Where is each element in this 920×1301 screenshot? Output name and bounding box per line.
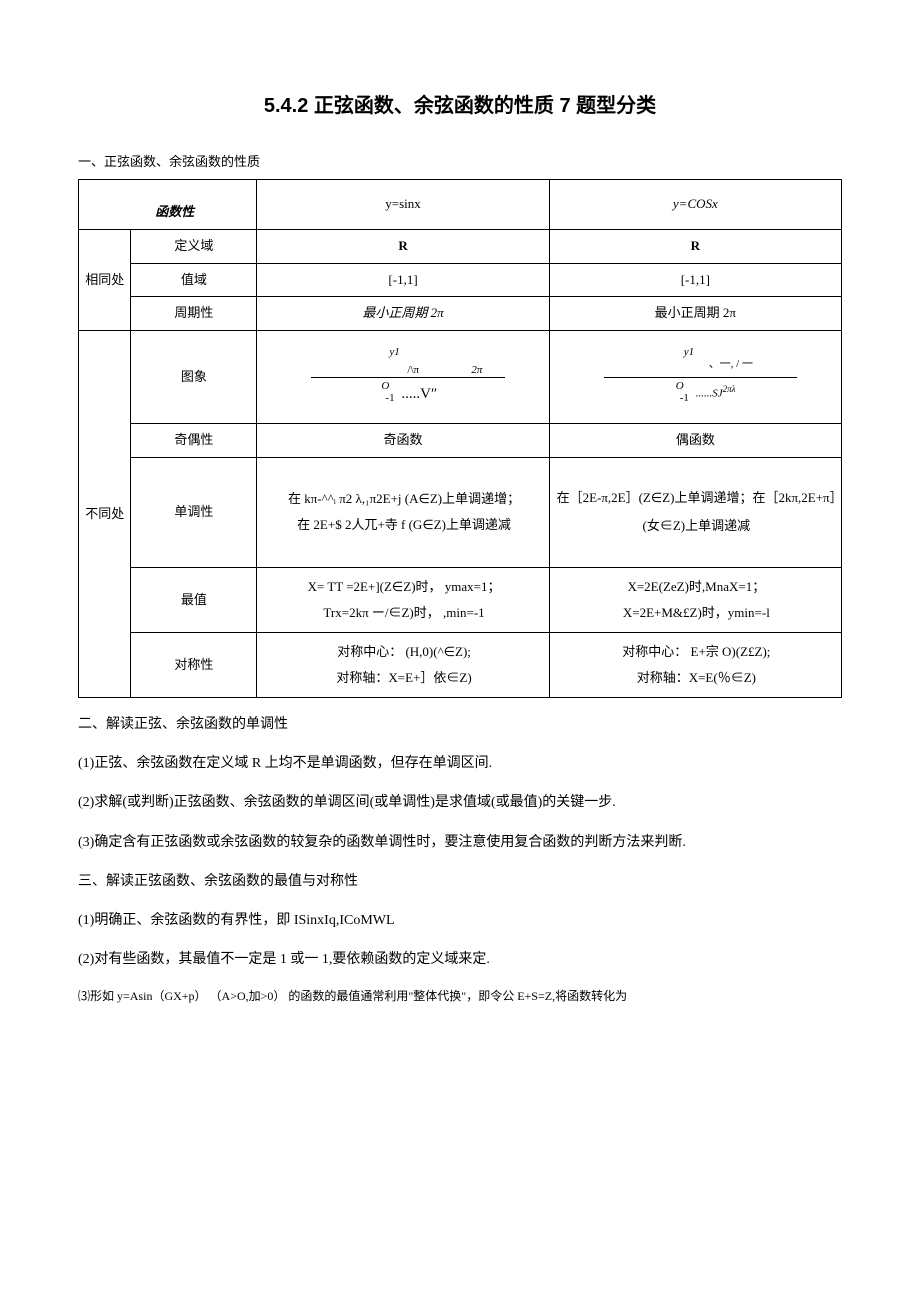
properties-table: 函数性 y=sinx y=COSx 相同处 定义域 R R 值域 [-1,1] …: [78, 179, 842, 698]
section-2-heading: 二、解读正弦、余弦函数的单调性: [78, 712, 842, 737]
table-row: 不同处 图象 y1 /\π 2π O -1 .....V″ y1 、一, / 一…: [79, 331, 842, 424]
table-row: 相同处 定义域 R R: [79, 229, 842, 263]
table-row: 对称性 对称中心： (H,0)(^∈Z); 对称轴：X=E+］依∈Z) 对称中心…: [79, 632, 842, 697]
row-period-sin: 最小正周期 2π: [257, 297, 549, 331]
row-max-label: 最值: [131, 567, 257, 632]
table-row: 最值 X= TT =2E+](Z∈Z)时， ymax=1； Trx=2kπ ー/…: [79, 567, 842, 632]
table-row: 奇偶性 奇函数 偶函数: [79, 424, 842, 458]
row-max-sin: X= TT =2E+](Z∈Z)时， ymax=1； Trx=2kπ ー/∈Z)…: [257, 567, 549, 632]
row-period-cos: 最小正周期 2π: [549, 297, 841, 331]
row-domain-cos: R: [549, 229, 841, 263]
page-title: 5.4.2 正弦函数、余弦函数的性质 7 题型分类: [78, 90, 842, 122]
paragraph-1: (1)正弦、余弦函数在定义域 R 上均不是单调函数，但存在单调区间.: [78, 751, 842, 776]
cos-y-label: y1: [684, 347, 694, 358]
sin-2pi-label: 2π: [471, 365, 482, 376]
section-3-heading: 三、解读正弦函数、余弦函数的最值与对称性: [78, 869, 842, 894]
table-row: 周期性 最小正周期 2π 最小正周期 2π: [79, 297, 842, 331]
row-mono-sin: 在 kπ-^^ᵢ π2 λ,₁π2E+j (A∈Z)上单调递增； 在 2E+$ …: [257, 457, 549, 567]
row-domain-sin: R: [257, 229, 549, 263]
cos-x-axis: [604, 377, 797, 378]
sin-y-label: y1: [389, 347, 399, 358]
row-sym-label: 对称性: [131, 632, 257, 697]
group-diff: 不同处: [79, 331, 131, 698]
table-row: 值域 [-1,1] [-1,1]: [79, 263, 842, 297]
row-sym-sin: 对称中心： (H,0)(^∈Z); 对称轴：X=E+］依∈Z): [257, 632, 549, 697]
row-parity-label: 奇偶性: [131, 424, 257, 458]
cos-neg1: -1: [680, 393, 689, 404]
row-period-label: 周期性: [131, 297, 257, 331]
row-graph-label: 图象: [131, 331, 257, 424]
paragraph-3: (3)确定含有正弦函数或余弦函数的较复杂的函数单调性时，要注意使用复合函数的判断…: [78, 830, 842, 855]
header-function-label: 函数性: [79, 179, 257, 229]
sin-neg1: -1: [385, 393, 394, 404]
paragraph-4: (1)明确正、余弦函数的有界性，即 ISinxIq,ICoMWL: [78, 908, 842, 933]
row-range-label: 值域: [131, 263, 257, 297]
table-row: 单调性 在 kπ-^^ᵢ π2 λ,₁π2E+j (A∈Z)上单调递增； 在 2…: [79, 457, 842, 567]
row-domain-label: 定义域: [131, 229, 257, 263]
header-cosx: y=COSx: [549, 179, 841, 229]
row-range-cos: [-1,1]: [549, 263, 841, 297]
row-sym-cos: 对称中心： E+宗 O)(Z£Z); 对称轴：X=E(％∈Z): [549, 632, 841, 697]
graph-sin-cell: y1 /\π 2π O -1 .....V″: [257, 331, 549, 424]
table-row: 函数性 y=sinx y=COSx: [79, 179, 842, 229]
paragraph-2: (2)求解(或判断)正弦函数、余弦函数的单调区间(或单调性)是求值域(或最值)的…: [78, 790, 842, 815]
row-parity-sin: 奇函数: [257, 424, 549, 458]
graph-cos-cell: y1 、一, / 一 O -1 ......SJ2πλ: [549, 331, 841, 424]
row-parity-cos: 偶函数: [549, 424, 841, 458]
row-mono-label: 单调性: [131, 457, 257, 567]
row-range-sin: [-1,1]: [257, 263, 549, 297]
row-max-cos: X=2E(ZeZ)时,MnaX=1； X=2E+M&£Z)时，ymin=-l: [549, 567, 841, 632]
sin-pi-label: /\π: [407, 365, 419, 376]
cos-origin: O: [676, 381, 684, 392]
group-same: 相同处: [79, 229, 131, 330]
cos-top-extra: 、一, / 一: [709, 359, 753, 370]
sin-extra: .....V″: [401, 387, 437, 402]
header-sinx: y=sinx: [257, 179, 549, 229]
paragraph-6: ⑶形如 y=Asin（GX+p） （A>O,加>0） 的函数的最值通常利用"整体…: [78, 986, 842, 1008]
row-mono-cos: 在［2E-π,2E］(Z∈Z)上单调递增；在［2kπ,2E+π］(女∈Z)上单调…: [549, 457, 841, 567]
section-1-heading: 一、正弦函数、余弦函数的性质: [78, 152, 842, 173]
sin-origin: O: [381, 381, 389, 392]
sin-x-axis: [311, 377, 504, 378]
paragraph-5: (2)对有些函数，其最值不一定是 1 或一 1,要依赖函数的定义域来定.: [78, 947, 842, 972]
cos-extra: ......SJ2πλ: [696, 385, 736, 400]
